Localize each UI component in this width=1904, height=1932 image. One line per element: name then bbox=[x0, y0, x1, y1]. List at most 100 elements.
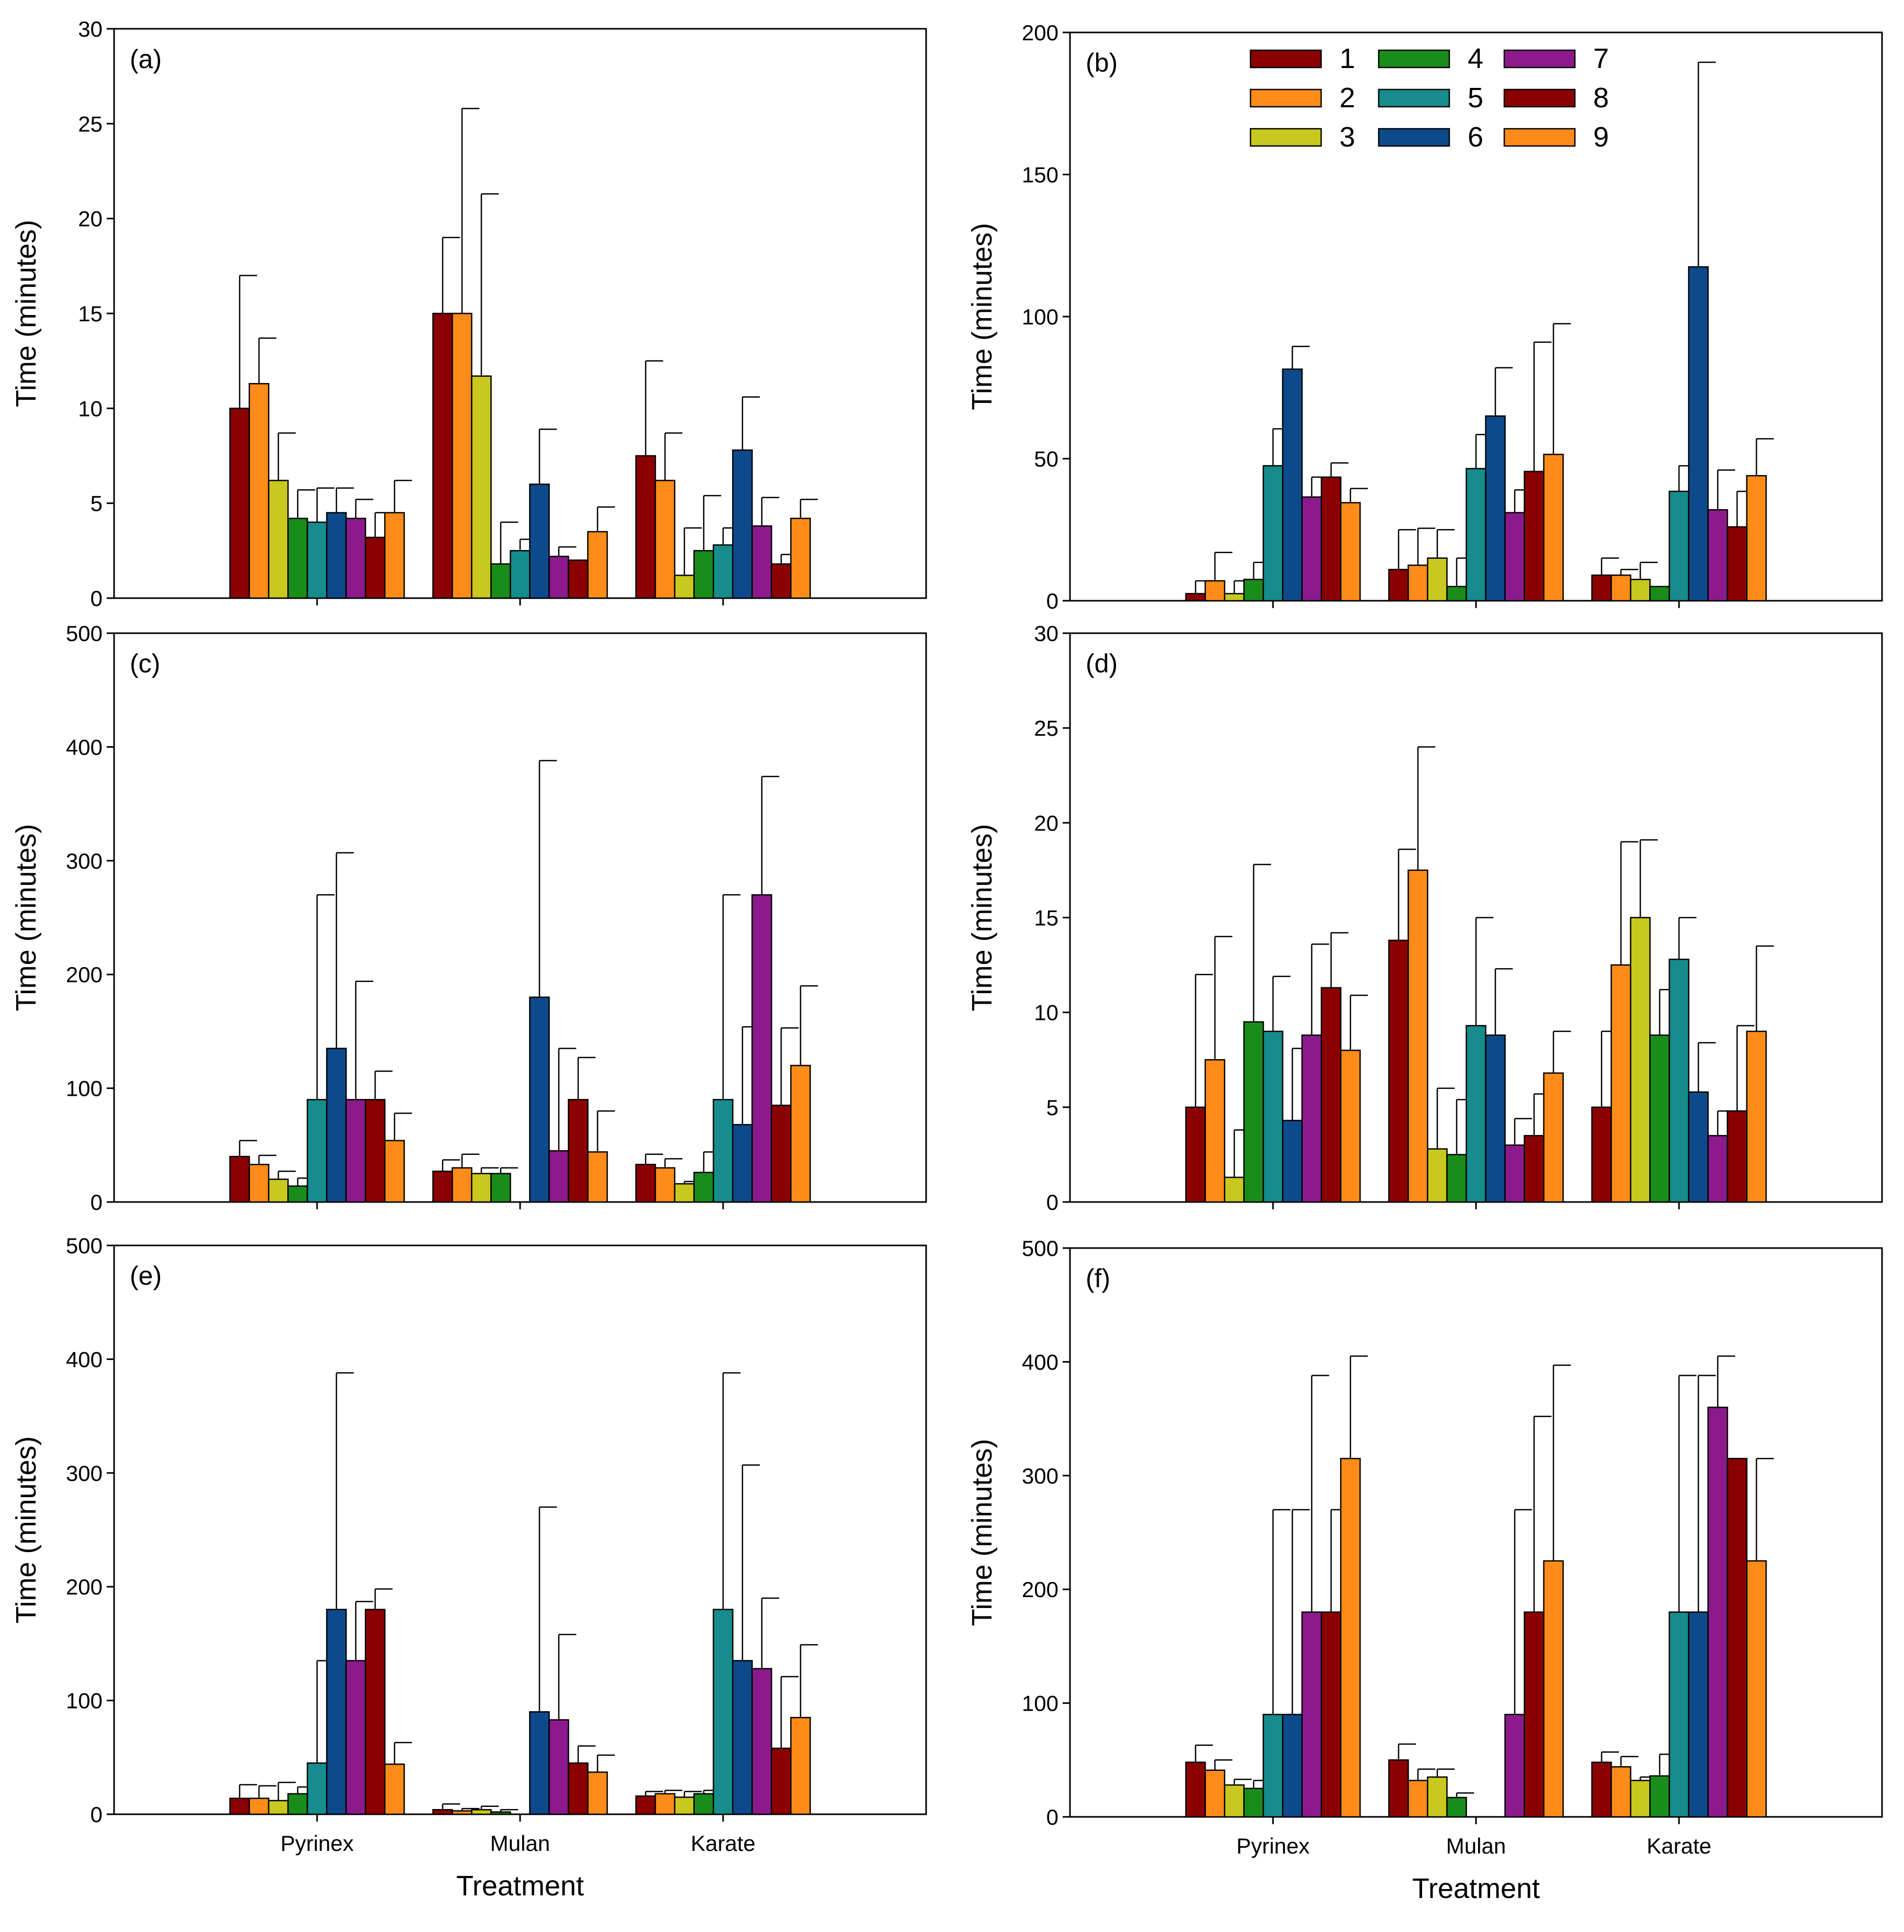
panel-label: (f) bbox=[1086, 1264, 1110, 1293]
y-tick-label: 100 bbox=[1022, 1691, 1058, 1716]
legend-swatch-4 bbox=[1378, 49, 1450, 69]
bar-pyrinex-series-5 bbox=[307, 1099, 328, 1203]
y-tick-label: 100 bbox=[66, 1689, 103, 1713]
bar-mulan-series-4 bbox=[1446, 1154, 1467, 1203]
bar-karate-series-4 bbox=[1649, 586, 1670, 602]
bar-karate-series-4 bbox=[693, 1172, 714, 1203]
bar-mulan-series-4 bbox=[490, 563, 511, 599]
bar-mulan-series-1 bbox=[432, 312, 453, 599]
bar-mulan-series-3 bbox=[471, 1173, 492, 1203]
x-tick-label-mulan: Mulan bbox=[1446, 1834, 1506, 1858]
y-tick-label: 300 bbox=[66, 849, 103, 873]
bar-pyrinex-series-1 bbox=[1185, 593, 1206, 602]
bar-karate-series-5 bbox=[1669, 1611, 1689, 1818]
y-tick-label: 100 bbox=[66, 1076, 103, 1101]
y-tick-label: 150 bbox=[1022, 163, 1058, 187]
legend-label-8: 8 bbox=[1593, 82, 1609, 114]
bar-karate-series-2 bbox=[655, 1167, 675, 1203]
bar-karate-series-1 bbox=[635, 1164, 656, 1203]
bar-pyrinex-series-8 bbox=[365, 536, 386, 599]
y-tick-label: 200 bbox=[66, 962, 103, 987]
bar-pyrinex-series-4 bbox=[287, 1185, 308, 1203]
bar-karate-series-8 bbox=[1727, 526, 1748, 602]
bar-pyrinex-series-6 bbox=[326, 1048, 347, 1203]
bar-karate-series-9 bbox=[790, 1716, 811, 1815]
legend-label-6: 6 bbox=[1468, 121, 1483, 153]
y-tick-label: 0 bbox=[1046, 1805, 1058, 1829]
bar-karate-series-5 bbox=[1669, 958, 1689, 1203]
bar-mulan-series-2 bbox=[452, 1167, 472, 1203]
y-tick-label: 0 bbox=[1046, 589, 1058, 613]
bar-karate-series-2 bbox=[1610, 964, 1631, 1203]
bar-pyrinex-series-2 bbox=[249, 1164, 269, 1203]
legend-swatch-6 bbox=[1378, 128, 1450, 147]
legend-label-1: 1 bbox=[1339, 43, 1355, 74]
bar-karate-series-3 bbox=[1630, 1780, 1651, 1818]
bar-karate-series-9 bbox=[790, 1064, 811, 1203]
bar-mulan-series-1 bbox=[1388, 1759, 1409, 1818]
bar-pyrinex-series-5 bbox=[1263, 1030, 1283, 1203]
bar-mulan-series-9 bbox=[1543, 1072, 1564, 1203]
bar-pyrinex-series-2 bbox=[1204, 1059, 1225, 1203]
y-axis-title: Time (minutes) bbox=[966, 1439, 998, 1626]
bar-pyrinex-series-3 bbox=[268, 1800, 289, 1815]
panel-c: 0 100 200 300 400 500 Time (minutes) (c) bbox=[10, 621, 927, 1215]
bar-karate-series-6 bbox=[1688, 266, 1709, 602]
legend-label-4: 4 bbox=[1468, 43, 1483, 74]
bar-karate-series-5 bbox=[713, 1609, 734, 1815]
bar-pyrinex-series-3 bbox=[1224, 1176, 1245, 1203]
y-tick-label: 25 bbox=[1034, 716, 1058, 740]
y-axis-title: Time (minutes) bbox=[10, 220, 42, 407]
bar-pyrinex-series-8 bbox=[365, 1099, 386, 1203]
bar-karate-series-8 bbox=[1727, 1457, 1748, 1818]
bar-mulan-series-3 bbox=[1427, 1776, 1448, 1818]
bar-mulan-series-3 bbox=[471, 1809, 492, 1815]
y-tick-label: 0 bbox=[91, 1190, 103, 1215]
bar-karate-series-3 bbox=[1630, 917, 1651, 1203]
y-tick-label: 10 bbox=[1034, 1001, 1058, 1025]
bar-pyrinex-series-6 bbox=[1282, 1714, 1303, 1818]
y-tick-label: 30 bbox=[78, 17, 103, 41]
panel-b: 0 50 100 150 200 Time (minutes) (b) bbox=[966, 20, 1883, 613]
bar-pyrinex-series-9 bbox=[384, 1140, 405, 1203]
bar-mulan-series-1 bbox=[432, 1171, 453, 1203]
bar-pyrinex-series-3 bbox=[1224, 1784, 1245, 1818]
bar-mulan-series-5 bbox=[1466, 1025, 1486, 1203]
bar-mulan-series-4 bbox=[1446, 1796, 1467, 1818]
x-tick-label-pyrinex: Pyrinex bbox=[280, 1831, 354, 1856]
y-tick-label: 50 bbox=[1034, 447, 1058, 471]
bar-pyrinex-series-8 bbox=[1321, 987, 1342, 1203]
bar-pyrinex-series-6 bbox=[326, 1609, 347, 1815]
bar-karate-series-6 bbox=[1688, 1091, 1709, 1203]
bar-karate-series-2 bbox=[1610, 1766, 1631, 1818]
bar-mulan-series-9 bbox=[587, 1771, 608, 1815]
bar-karate-series-2 bbox=[1610, 574, 1631, 602]
bar-pyrinex-series-2 bbox=[1204, 580, 1225, 602]
y-tick-label: 500 bbox=[66, 621, 103, 646]
bar-mulan-series-6 bbox=[1485, 415, 1506, 602]
bar-pyrinex-series-7 bbox=[1301, 496, 1322, 602]
y-axis-title: Time (minutes) bbox=[10, 1436, 42, 1623]
bar-mulan-series-7 bbox=[548, 1719, 569, 1815]
bar-pyrinex-series-5 bbox=[307, 521, 328, 599]
bar-karate-series-1 bbox=[1591, 1106, 1612, 1203]
bar-karate-series-7 bbox=[751, 894, 772, 1203]
bar-pyrinex-series-6 bbox=[326, 512, 347, 599]
bar-mulan-series-8 bbox=[1524, 1611, 1545, 1818]
y-tick-label: 0 bbox=[1046, 1190, 1058, 1215]
y-tick-label: 100 bbox=[1022, 305, 1058, 329]
bar-karate-series-9 bbox=[1746, 1560, 1767, 1818]
bar-mulan-series-8 bbox=[1524, 1135, 1545, 1203]
bar-karate-series-1 bbox=[635, 455, 656, 599]
y-tick-label: 5 bbox=[1046, 1095, 1058, 1120]
bar-mulan-series-9 bbox=[587, 531, 608, 599]
panel-label: (e) bbox=[130, 1261, 162, 1290]
y-axis-title: Time (minutes) bbox=[966, 223, 998, 410]
bar-mulan-series-6 bbox=[529, 484, 550, 599]
bar-pyrinex-series-5 bbox=[1263, 465, 1283, 602]
bar-karate-series-3 bbox=[674, 575, 695, 599]
bar-karate-series-1 bbox=[1591, 574, 1612, 602]
legend-label-9: 9 bbox=[1593, 121, 1609, 153]
bar-pyrinex-series-9 bbox=[1340, 1049, 1361, 1203]
